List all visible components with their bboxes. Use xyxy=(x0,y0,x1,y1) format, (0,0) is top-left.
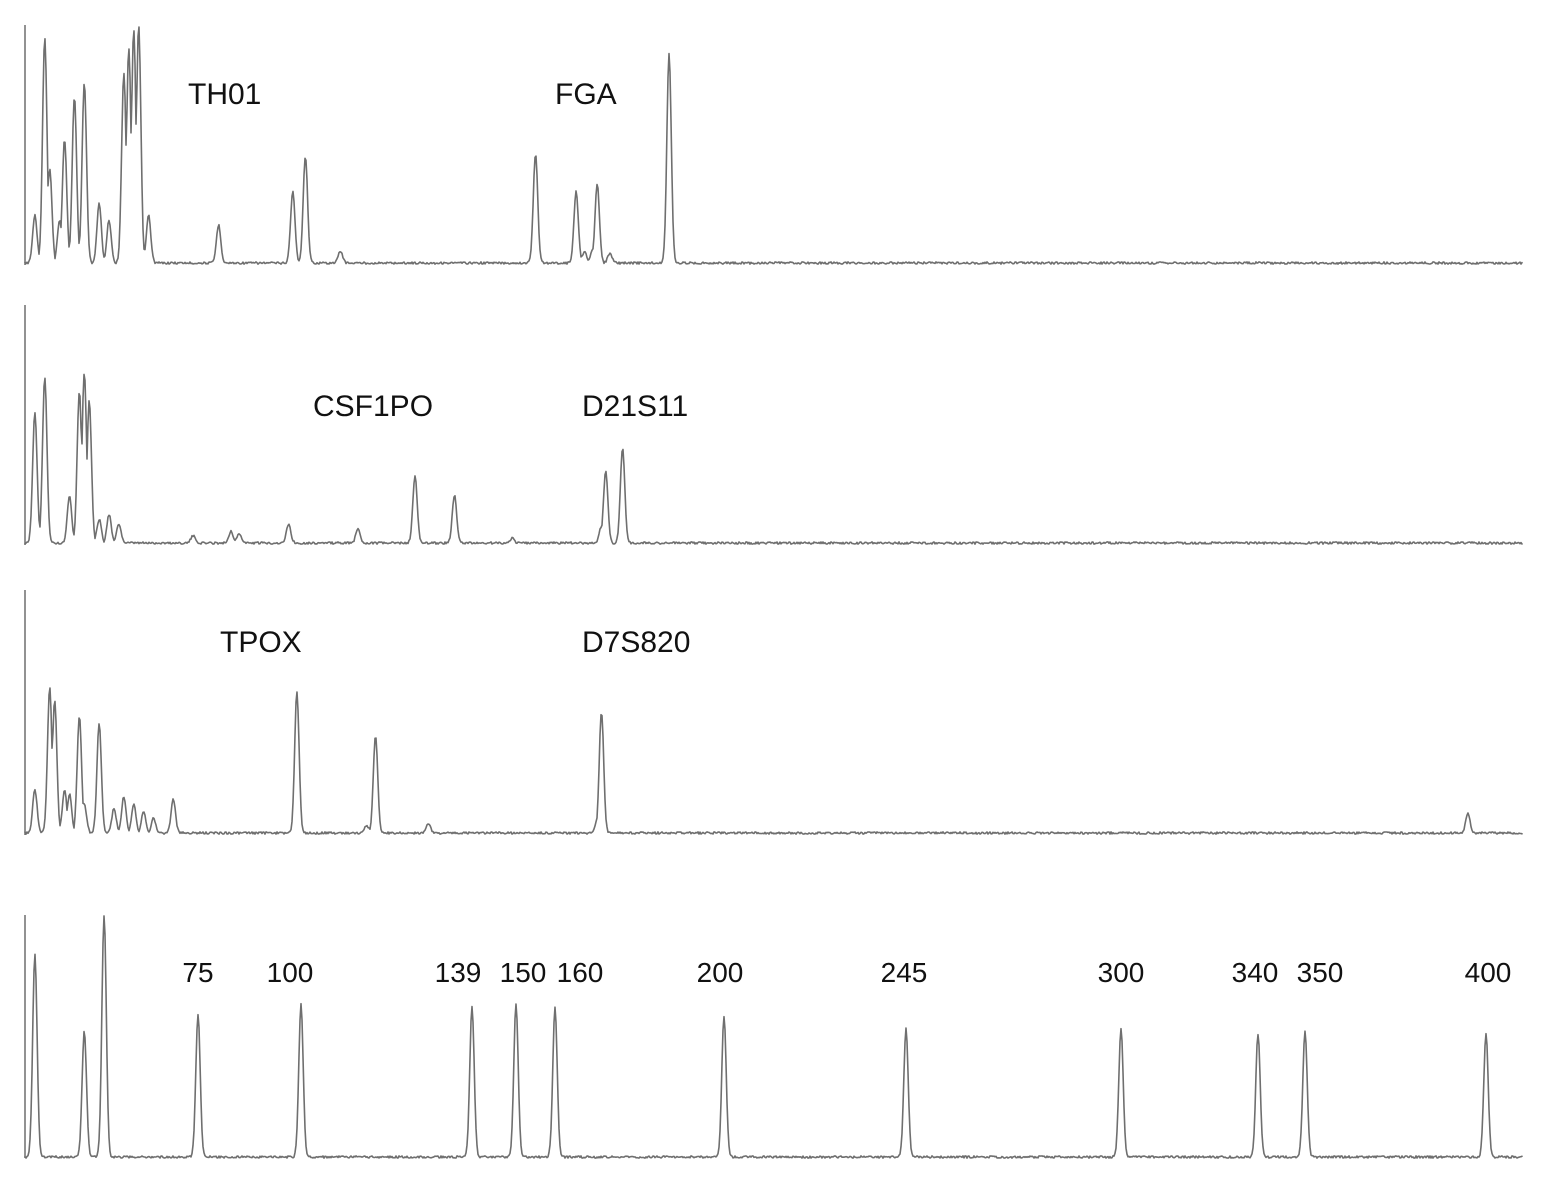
locus-label-d21s11: D21S11 xyxy=(582,390,688,423)
size-label-75: 75 xyxy=(182,957,213,988)
panel-3: TPOX D7S820 xyxy=(24,590,1523,835)
locus-label-d7s820: D7S820 xyxy=(582,626,690,659)
size-label-100: 100 xyxy=(267,957,314,988)
panel-1-trace xyxy=(24,26,1523,265)
locus-label-csf1po: CSF1PO xyxy=(313,390,433,423)
panel-size-standard: 75 100 139 150 160 200 245 300 340 350 400 xyxy=(24,915,1523,1159)
size-label-139: 139 xyxy=(435,957,482,988)
size-label-350: 350 xyxy=(1297,957,1344,988)
panel-3-trace xyxy=(24,687,1523,835)
size-labels: 75 100 139 150 160 200 245 300 340 350 400 xyxy=(182,957,1511,988)
size-label-150: 150 xyxy=(500,957,547,988)
size-label-200: 200 xyxy=(697,957,744,988)
locus-label-fga: FGA xyxy=(555,78,617,111)
size-label-160: 160 xyxy=(557,957,604,988)
size-standard-trace xyxy=(24,915,1523,1159)
panel-1: TH01 FGA xyxy=(24,25,1523,265)
panel-2-trace xyxy=(24,373,1523,545)
panel-2: CSF1PO D21S11 xyxy=(24,305,1523,545)
size-label-300: 300 xyxy=(1098,957,1145,988)
size-label-340: 340 xyxy=(1232,957,1279,988)
locus-label-tpox: TPOX xyxy=(220,626,302,659)
size-label-400: 400 xyxy=(1465,957,1512,988)
size-label-245: 245 xyxy=(881,957,928,988)
locus-label-th01: TH01 xyxy=(188,78,261,111)
